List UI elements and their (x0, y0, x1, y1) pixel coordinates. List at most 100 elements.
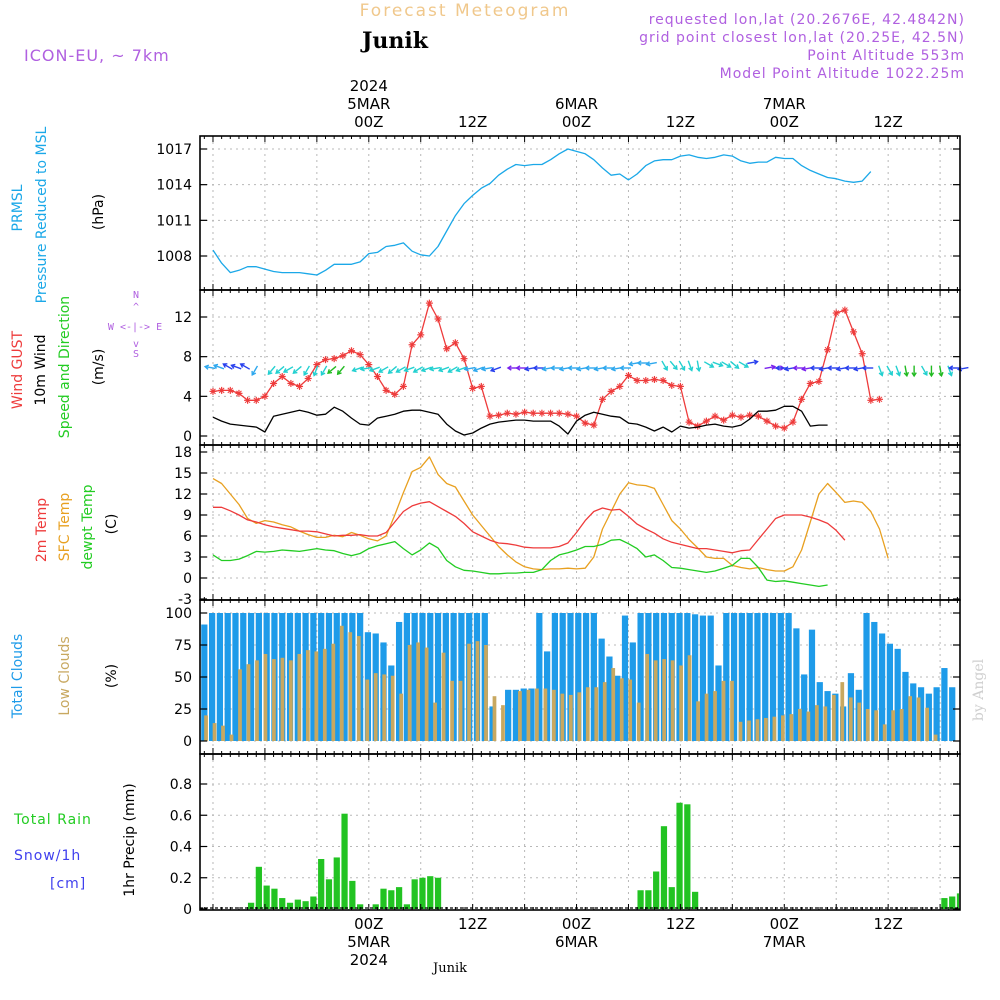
precip-bar (271, 888, 278, 909)
wind-direction-arrow (378, 366, 389, 373)
y-tick-label: 75 (174, 638, 192, 654)
wind-gust-marker (685, 418, 693, 426)
low-clouds-bar (891, 710, 896, 741)
wind-direction-arrow (455, 366, 467, 373)
total-clouds-bar (886, 643, 894, 741)
precip-bar (325, 879, 333, 909)
wind-direction-arrow (437, 366, 450, 373)
total-clouds-bar (520, 688, 527, 741)
wind-gust-marker (252, 396, 260, 404)
precip-bar (668, 887, 675, 909)
wind-direction-arrow (911, 365, 917, 378)
total-clouds-bar (738, 613, 745, 741)
wind-gust-marker (391, 390, 399, 398)
low-clouds-bar (679, 665, 683, 741)
wind-direction-arrow (387, 365, 398, 374)
wind-direction-arrow (712, 361, 724, 368)
wind-direction-arrow (203, 364, 216, 370)
total-clouds-bar (902, 671, 909, 741)
total-clouds-bar (692, 614, 699, 741)
low-clouds-bar (399, 693, 404, 741)
wind-unit: (m/s) (91, 349, 107, 386)
time-label-date: 5MAR (347, 933, 390, 951)
time-label-bottom: 12Z (873, 915, 902, 933)
total-clouds-bar (232, 613, 239, 741)
low-clouds-bar (280, 657, 285, 741)
wind-gust-marker (235, 389, 243, 397)
wind-gust-marker (659, 376, 667, 384)
wind-gust-marker (495, 411, 503, 419)
main-title: Forecast Meteogram (360, 1, 571, 21)
total-clouds-bar (512, 689, 520, 741)
wind-gust-marker (824, 346, 832, 354)
wind-gust-marker (486, 412, 494, 420)
wind-direction-arrow (395, 366, 406, 373)
low-clouds-bar (933, 734, 938, 741)
low-clouds-bar (823, 706, 828, 741)
low-clouds-bar (551, 689, 556, 741)
low-clouds-bar (238, 669, 242, 741)
wind-direction-arrow (738, 361, 750, 368)
low-clouds-bar (526, 689, 531, 741)
low-clouds-bar (628, 679, 633, 741)
total-clouds-bar (699, 615, 707, 741)
low-clouds-bar (441, 652, 446, 741)
low-clouds-bar (619, 678, 624, 741)
wind-direction-arrow (359, 366, 372, 372)
time-label-bottom: 12Z (666, 915, 695, 933)
time-label-hour: 00Z (770, 915, 799, 933)
wind-direction-arrow (428, 366, 441, 372)
wind-gust-marker (616, 382, 624, 390)
low-clouds-bar (840, 682, 845, 741)
pressure-msl-label: Pressure Reduced to MSL (34, 126, 50, 303)
total-clouds-bar (614, 675, 621, 741)
total-clouds-bar (871, 621, 878, 741)
total-clouds-bar (746, 613, 753, 741)
total-clouds-bar (403, 613, 410, 741)
wind-gust-marker (737, 413, 745, 421)
temp-panel-label: 2m Temp SFC Temp dewpt Temp (C) (34, 484, 120, 569)
compass-east-west: W <-|-> E (108, 322, 162, 333)
precip-bar (956, 893, 959, 909)
low-clouds-bar (433, 702, 437, 741)
wind-gust-marker (244, 396, 252, 404)
snow-label: Snow/1h (14, 848, 81, 864)
wind-gust-marker (209, 387, 217, 395)
total-clouds-bar (349, 613, 356, 741)
wind-gust-marker (867, 396, 875, 404)
wind-direction-arrow (878, 365, 884, 377)
wind-gust-marker (356, 351, 364, 359)
wind-gust-marker (538, 409, 546, 417)
wind-gust-marker (512, 410, 520, 418)
low-clouds-bar (492, 696, 497, 741)
total-clouds-bar (255, 613, 262, 741)
total-clouds-bar (684, 613, 691, 741)
time-label-date: 7MAR (763, 933, 806, 951)
time-label-top: 12Z (458, 113, 487, 131)
wind-direction-arrow (903, 365, 910, 378)
total-clouds-bar (606, 656, 613, 741)
wind-direction-arrow (230, 363, 242, 370)
total-clouds-bar (777, 613, 784, 741)
low-clouds-bar (543, 688, 548, 741)
low-clouds-bar (322, 648, 327, 741)
low-clouds-bar (518, 691, 522, 741)
total-clouds-bar (310, 613, 317, 741)
wind-direction-arrow (764, 364, 777, 370)
time-label-hour: 00Z (562, 113, 591, 131)
precip-bar (427, 876, 434, 909)
wind-gust-marker (503, 409, 511, 417)
compass-south: S (133, 349, 139, 360)
low-clouds-bar (653, 660, 658, 741)
wind-gust-marker (841, 306, 849, 314)
wind-gust-marker (780, 424, 788, 432)
total-clouds-bar (785, 613, 792, 741)
wind-direction-arrow (645, 361, 657, 367)
low-clouds-bar (764, 717, 768, 741)
wind-direction-arrow (826, 365, 839, 371)
y-tick-label: 0.2 (170, 871, 192, 887)
low-clouds-bar (475, 641, 480, 741)
y-tick-label: 0 (183, 429, 192, 445)
low-clouds-bar (560, 693, 565, 741)
total-clouds-bar (878, 633, 886, 741)
